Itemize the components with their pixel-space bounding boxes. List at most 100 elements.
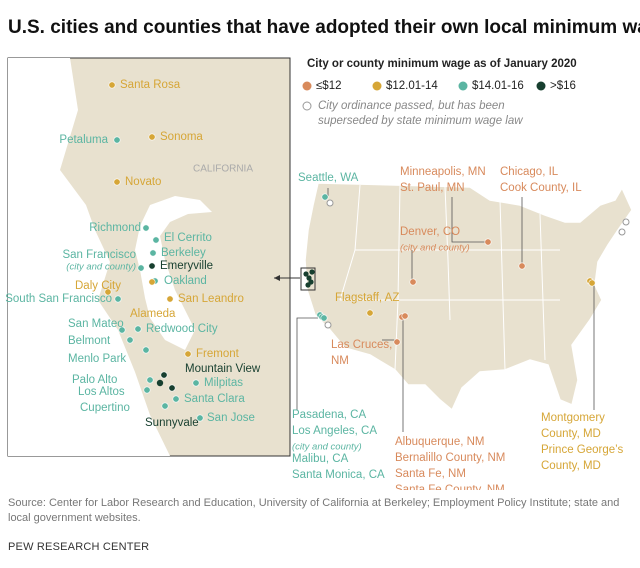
city-label: San Jose: [207, 412, 255, 424]
city-label: Oakland: [164, 275, 207, 287]
city-label: County, MD: [541, 428, 601, 440]
city-label: Prince George’s: [541, 444, 623, 456]
city-label: Alameda: [130, 308, 176, 320]
state-lines: [339, 184, 560, 371]
city-dot: [393, 338, 401, 346]
city-label: Mountain View: [185, 363, 261, 375]
city-dot: [137, 264, 145, 272]
map-figure: U.S. cities and counties that have adopt…: [5, 17, 640, 490]
city-label: South San Francisco: [5, 293, 112, 305]
city-dot: [588, 279, 596, 287]
city-dot: [126, 336, 134, 344]
city-label: Malibu, CA: [292, 453, 349, 465]
legend-note: City ordinance passed, but has been: [318, 100, 505, 112]
city-dot: [320, 314, 328, 322]
city-label: Chicago, IL: [500, 166, 559, 178]
city-label: St. Paul, MN: [400, 182, 465, 194]
legend-label: $12.01-14: [386, 80, 438, 92]
city-label: San Leandro: [178, 293, 244, 305]
city-label: Emeryville: [160, 260, 213, 272]
city-label: Cupertino: [80, 402, 130, 414]
city-label: Berkeley: [161, 247, 206, 259]
inset-dot: [306, 275, 312, 281]
city-dot: [168, 384, 176, 392]
city-label: Fremont: [196, 348, 240, 360]
city-label: San Mateo: [68, 318, 124, 330]
city-dot: [518, 262, 526, 270]
city-dot: [484, 238, 492, 246]
city-label: Bernalillo County, NM: [395, 452, 505, 464]
city-label: Albuquerque, NM: [395, 436, 485, 448]
inset-dot: [309, 269, 315, 275]
city-label: County, MD: [541, 460, 601, 472]
inset-locator: [300, 267, 316, 291]
city-dot: [366, 309, 374, 317]
city-label: Flagstaff, AZ: [335, 292, 399, 304]
legend-label: $14.01-16: [472, 80, 524, 92]
leader-lines: [296, 188, 595, 432]
city-label: Los Angeles, CA: [292, 425, 377, 437]
ocean: [8, 58, 170, 456]
city-dot: [113, 136, 121, 144]
city-label: Los Altos: [78, 386, 125, 398]
city-dot: [142, 224, 150, 232]
city-dot: [108, 81, 116, 89]
city-label: Santa Clara: [184, 393, 245, 405]
city-label: Las Cruces,: [331, 339, 392, 351]
footer: PEW RESEARCH CENTER: [8, 541, 150, 553]
city-label: Palo Alto: [72, 374, 117, 386]
inset-arrowhead: [274, 275, 280, 281]
city-label: Pasadena, CA: [292, 409, 366, 421]
city-dot: [166, 295, 174, 303]
city-dot: [321, 193, 329, 201]
city-label: (city and county): [400, 243, 470, 254]
region-label: CALIFORNIA: [193, 164, 253, 175]
city-dot: [160, 371, 168, 379]
city-dot: [156, 379, 164, 387]
superseded-dot: [324, 321, 332, 329]
title: U.S. cities and counties that have adopt…: [8, 17, 640, 38]
city-dot: [148, 278, 156, 286]
city-dot: [134, 325, 142, 333]
city-dot: [143, 386, 151, 394]
city-label: Belmont: [68, 335, 111, 347]
city-label: San Francisco: [62, 249, 136, 261]
city-dot: [401, 312, 409, 320]
city-dot: [104, 288, 112, 296]
city-label: Denver, CO: [400, 226, 460, 238]
city-dot: [161, 402, 169, 410]
city-dot: [152, 236, 160, 244]
legend-title: City or county minimum wage as of Januar…: [307, 58, 577, 70]
superseded-dot: [622, 218, 630, 226]
city-label: Sunnyvale: [145, 417, 199, 429]
city-label: Santa Rosa: [120, 79, 181, 91]
legend-swatch: [458, 81, 468, 91]
legend-swatch: [372, 81, 382, 91]
city-dot: [146, 376, 154, 384]
city-dot: [148, 262, 156, 270]
city-label: Milpitas: [204, 377, 243, 389]
us-land: [304, 182, 633, 412]
city-label: Daly City: [75, 280, 121, 292]
city-label: Seattle, WA: [298, 172, 359, 184]
city-label: (city and county): [292, 442, 362, 453]
city-label: Petaluma: [59, 134, 108, 146]
source: Source: Center for Labor Research and Ed…: [8, 497, 620, 524]
city-label: Santa Monica, CA: [292, 469, 385, 481]
city-label: Minneapolis, MN: [400, 166, 486, 178]
inset-dot: [305, 282, 311, 288]
city-label: Redwood City: [146, 323, 218, 335]
city-dot: [196, 414, 204, 422]
city-label: Novato: [125, 176, 161, 188]
city-label: Cook County, IL: [500, 182, 582, 194]
city-label: Sonoma: [160, 131, 203, 143]
city-dot: [118, 326, 126, 334]
city-dot: [114, 295, 122, 303]
city-label: Montgomery: [541, 412, 605, 424]
city-dot: [192, 379, 200, 387]
legend-swatch: [536, 81, 546, 91]
legend-label: ≤$12: [316, 80, 342, 92]
legend-swatch: [302, 81, 312, 91]
superseded-dot: [618, 228, 626, 236]
